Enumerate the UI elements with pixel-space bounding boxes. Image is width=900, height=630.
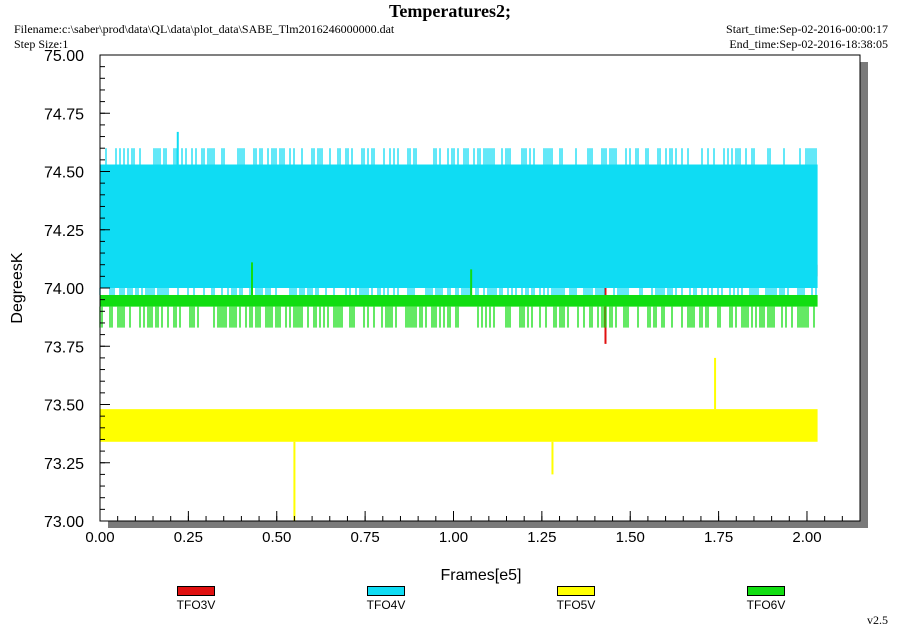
x-tick-label: 1.25 (527, 529, 556, 546)
filename-label: Filename:c:\saber\prod\data\QL\data\plot… (14, 22, 395, 36)
chart-title: Temperatures2; (389, 1, 511, 21)
series-band-tfo5v (100, 409, 818, 442)
series-tfo6v (99, 262, 818, 328)
y-tick-label: 73.50 (44, 398, 84, 415)
plot-border (99, 54, 861, 522)
step-size-label: Step Size:1 (14, 37, 69, 51)
legend-label-tfo5v: TFO5V (556, 598, 596, 612)
legend-item-tfo5v: TFO5V (536, 586, 616, 612)
y-axis-label: DegreesK (9, 252, 26, 323)
x-tick-label: 1.75 (704, 529, 733, 546)
series-band-tfo6v (100, 294, 818, 307)
series-layer (99, 131, 818, 521)
legend-label-tfo6v: TFO6V (746, 598, 786, 612)
x-tick-label: 2.00 (792, 529, 821, 546)
x-tick-label: 0.25 (174, 529, 203, 546)
x-tick-label: 1.50 (616, 529, 645, 546)
x-tick-label: 0.00 (85, 529, 114, 546)
y-tick-label: 74.50 (44, 165, 84, 182)
series-band-tfo4v (100, 164, 818, 288)
y-tick-label: 73.00 (44, 514, 84, 531)
y-tick-label: 74.00 (44, 281, 84, 298)
start-time-label: Start_time:Sep-02-2016-00:00:17 (726, 22, 888, 36)
end-time-label: End_time:Sep-02-2016-18:38:05 (729, 37, 888, 51)
legend-item-tfo6v: TFO6V (726, 586, 806, 612)
legend-item-tfo4v: TFO4V (346, 586, 426, 612)
x-tick-label: 0.50 (262, 529, 291, 546)
version-label: v2.5 (867, 613, 888, 627)
y-tick-label: 74.75 (44, 106, 84, 123)
x-axis-label: Frames[e5] (441, 567, 522, 584)
legend-swatch-tfo6v (747, 586, 785, 596)
x-tick-label: 1.00 (439, 529, 468, 546)
legend-swatch-tfo5v (557, 586, 595, 596)
legend-label-tfo3v: TFO3V (176, 598, 216, 612)
legend-swatch-tfo4v (367, 586, 405, 596)
series-tfo5v (100, 357, 818, 521)
y-tick-label: 74.25 (44, 223, 84, 240)
y-tick-label: 73.25 (44, 456, 84, 473)
y-tick-label: 73.75 (44, 339, 84, 356)
legend-item-tfo3v: TFO3V (156, 586, 236, 612)
series-tfo4v (99, 131, 818, 295)
legend-label-tfo4v: TFO4V (366, 598, 406, 612)
legend-swatch-tfo3v (177, 586, 215, 596)
y-tick-label: 75.00 (44, 48, 84, 65)
x-tick-label: 0.75 (351, 529, 380, 546)
axes-layer: 0.00 0.25 0.50 0.75 1.00 1.25 1.50 1.75 2.00 73.0… (44, 48, 861, 546)
